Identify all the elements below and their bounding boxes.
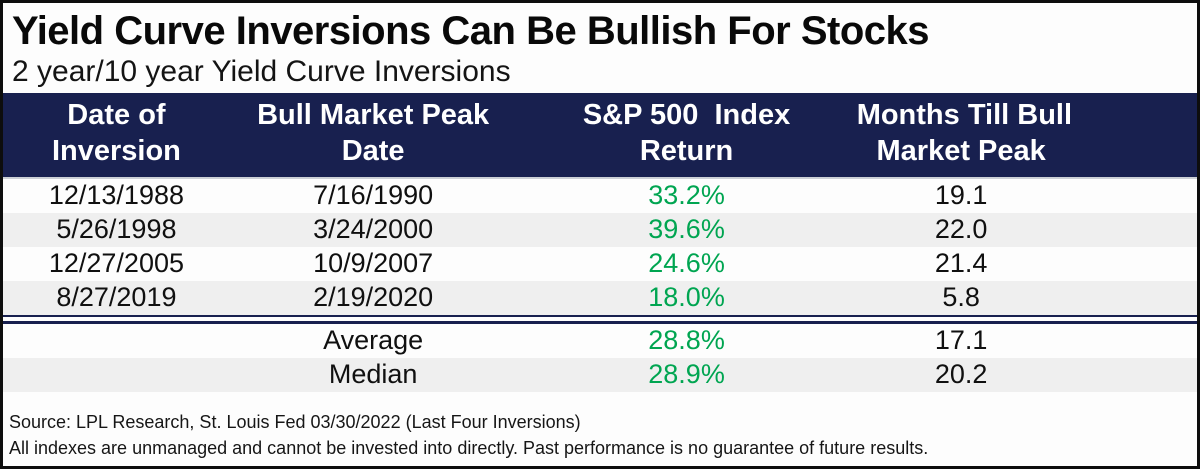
header-line: Date [341, 135, 405, 168]
page-title: Yield Curve Inversions Can Be Bullish Fo… [12, 9, 930, 53]
cell-months: 22.0 [856, 213, 1066, 248]
header-line: Date of [67, 99, 166, 132]
table-row: 12/27/2005 10/9/2007 24.6% 21.4 [3, 247, 1197, 281]
page-subtitle: 2 year/10 year Yield Curve Inversions [12, 55, 511, 89]
cell-summary-label: Average [323, 324, 424, 355]
cell-inversion-date: 5/26/1998 [3, 213, 230, 248]
cell-inversion-date: 12/13/1988 [48, 180, 184, 211]
cell-months: 20.2 [856, 357, 1066, 392]
cell-months: 17.1 [934, 324, 988, 355]
table-row: 12/13/1988 7/16/1990 33.2% 19.1 [3, 178, 1197, 213]
header-line: Bull Market Peak [257, 99, 490, 132]
spacer-cell [1066, 247, 1197, 281]
cell-peak-date: 2/19/2020 [229, 280, 517, 316]
source-note: Source: LPL Research, St. Louis Fed 03/3… [9, 411, 581, 432]
cell-peak-date: 10/9/2007 [313, 248, 434, 279]
spacer-cell [1066, 178, 1197, 213]
col-header-bull-market-peak-date: Bull Market Peak Date [229, 93, 517, 180]
cell-sp500-return: 28.8% [648, 324, 725, 355]
header-line: Months Till Bull [856, 99, 1073, 132]
header-line: Return [639, 135, 734, 168]
header-line: S&P 500 Index [582, 99, 791, 132]
cell-months: 19.1 [934, 180, 988, 211]
title-block: Yield Curve Inversions Can Be Bullish Fo… [3, 3, 1197, 93]
cell-inversion-date: 8/27/2019 [3, 280, 230, 316]
col-header-months-till-bull-market-peak: Months Till Bull Market Peak [856, 93, 1073, 180]
header-row: Date of Inversion Bull Market Peak Date … [3, 93, 1197, 180]
col-header-sp500-index-return: S&P 500 Index Return [516, 93, 857, 180]
empty-cell [3, 322, 230, 357]
spacer-cell [1065, 357, 1197, 392]
separator-line [3, 314, 1197, 324]
cell-sp500-return: 28.9% [516, 357, 857, 392]
spacer-cell [1065, 93, 1197, 180]
cell-inversion-date: 12/27/2005 [48, 248, 184, 279]
summary-row-median: Median 28.9% 20.2 [3, 357, 1197, 392]
cell-sp500-return: 24.6% [648, 248, 725, 279]
table-row: 8/27/2019 2/19/2020 18.0% 5.8 [3, 280, 1197, 316]
header-line: Market Peak [876, 135, 1046, 168]
footer-block: Source: LPL Research, St. Louis Fed 03/3… [3, 409, 1197, 466]
cell-peak-date: 3/24/2000 [229, 213, 517, 248]
cell-months: 5.8 [856, 280, 1066, 316]
table-row: 5/26/1998 3/24/2000 39.6% 22.0 [3, 213, 1197, 248]
col-header-date-of-inversion: Date of Inversion [3, 93, 230, 180]
cell-months: 21.4 [934, 248, 988, 279]
cell-sp500-return: 33.2% [648, 180, 725, 211]
disclaimer-note: All indexes are unmanaged and cannot be … [9, 437, 929, 458]
cell-sp500-return: 39.6% [516, 213, 857, 248]
cell-sp500-return: 18.0% [516, 280, 857, 316]
summary-row-average: Average 28.8% 17.1 [3, 322, 1197, 357]
cell-peak-date: 7/16/1990 [313, 180, 434, 211]
spacer-cell [1065, 280, 1197, 316]
spacer-cell [1065, 213, 1197, 248]
inversions-table: Date of Inversion Bull Market Peak Date … [3, 93, 1197, 392]
header-line: Inversion [51, 135, 181, 168]
cell-summary-label: Median [229, 357, 517, 392]
empty-cell [3, 357, 230, 392]
spacer-cell [1066, 322, 1197, 357]
summary-separator [3, 314, 1197, 324]
